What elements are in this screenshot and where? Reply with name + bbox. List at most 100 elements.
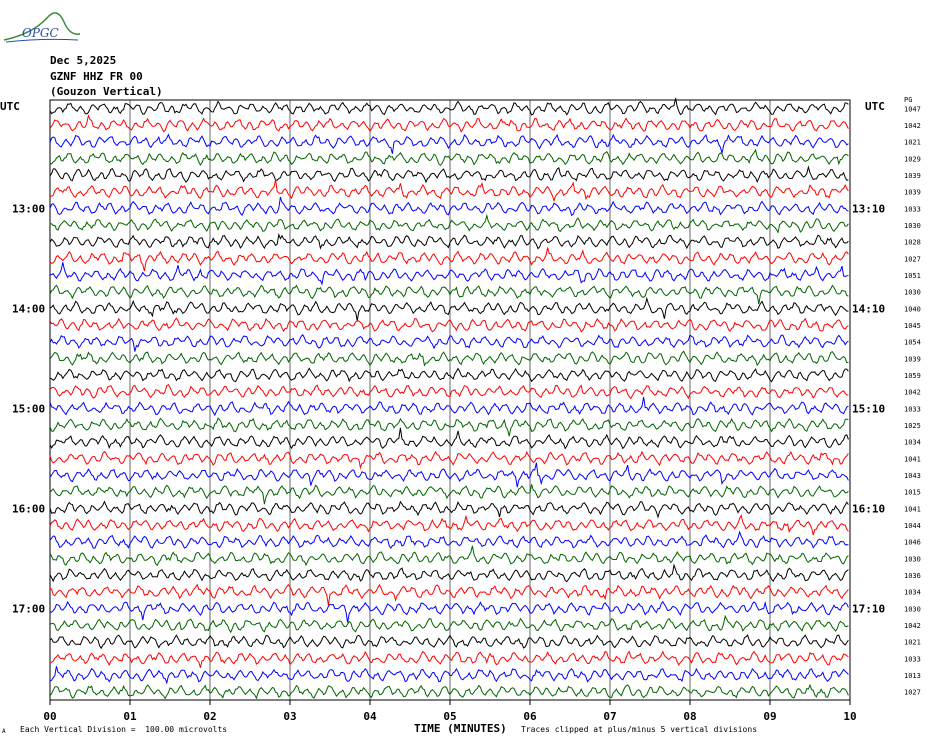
seismic-trace [49, 213, 849, 234]
trace-value-label: 1030 [904, 605, 921, 613]
trace-value-label: 1030 [904, 289, 921, 297]
seismic-trace [49, 500, 849, 519]
header-station: GZNF HHZ FR 00 [50, 70, 143, 83]
trace-value-label: 1045 [904, 322, 921, 330]
trace-value-label: 1034 [904, 439, 921, 447]
x-tick-label: 10 [843, 710, 856, 723]
x-tick-label: 09 [763, 710, 776, 723]
seismic-trace [49, 148, 849, 167]
x-tick-label: 01 [123, 710, 137, 723]
logo-text: OPGC [22, 26, 59, 40]
corner-mark: A [2, 728, 6, 735]
trace-value-label: 1021 [904, 639, 921, 647]
trace-value-label: 1042 [904, 122, 921, 130]
right-time-label: 14:10 [852, 302, 885, 315]
header-location: (Gouzon Vertical) [50, 85, 163, 98]
seismic-trace [49, 484, 849, 505]
trace-value-label: 1028 [904, 239, 921, 247]
seismic-trace [49, 530, 849, 550]
right-utc-label: UTC [865, 100, 885, 113]
trace-value-label: 1051 [904, 272, 921, 280]
trace-value-label: 1021 [904, 139, 921, 147]
trace-value-label: 1044 [904, 522, 921, 530]
trace-value-label: 1036 [904, 572, 921, 580]
header-date: Dec 5,2025 [50, 54, 117, 67]
x-axis-title: TIME (MINUTES) [414, 722, 507, 735]
division-note: Each Vertical Division = 100.00 microvol… [20, 725, 228, 734]
seismic-trace [49, 650, 849, 668]
seismic-trace [49, 600, 849, 623]
trace-value-label: 1015 [904, 489, 921, 497]
x-tick-label: 03 [283, 710, 296, 723]
right-column-header: PG [904, 96, 912, 104]
trace-value-label: 1040 [904, 305, 921, 313]
trace-value-label: 1029 [904, 155, 921, 163]
logo-curve-icon [3, 12, 81, 43]
seismic-trace [49, 367, 849, 383]
seismic-trace [49, 462, 849, 488]
trace-value-label: 1030 [904, 555, 921, 563]
seismic-trace [49, 514, 849, 536]
seismic-trace [49, 284, 849, 305]
trace-value-label: 1033 [904, 405, 921, 413]
x-tick-label: 08 [683, 710, 696, 723]
trace-value-label: 1027 [904, 689, 921, 697]
seismic-trace [49, 563, 849, 583]
trace-value-label: 1039 [904, 189, 921, 197]
seismic-trace [49, 333, 849, 352]
seismic-trace [49, 317, 849, 333]
trace-value-label: 1025 [904, 422, 921, 430]
seismic-trace [49, 179, 849, 203]
right-time-label: 15:10 [852, 402, 885, 415]
left-time-label: 14:00 [12, 302, 45, 315]
seismic-trace [49, 384, 849, 400]
trace-value-label: 1043 [904, 472, 921, 480]
left-time-label: 13:00 [12, 202, 45, 215]
seismic-trace [49, 232, 849, 250]
seismic-trace [49, 427, 849, 450]
trace-value-label: 1033 [904, 205, 921, 213]
left-time-label: 15:00 [12, 402, 45, 415]
seismic-trace [49, 545, 849, 567]
trace-value-label: 1042 [904, 622, 921, 630]
left-utc-label: UTC [0, 100, 20, 113]
trace-value-label: 1027 [904, 255, 921, 263]
x-tick-label: 05 [443, 710, 456, 723]
seismic-trace [49, 97, 849, 116]
trace-value-label: 1030 [904, 222, 921, 230]
x-tick-label: 04 [363, 710, 377, 723]
x-tick-label: 02 [203, 710, 216, 723]
seismic-trace [49, 296, 849, 321]
seismic-trace [49, 634, 849, 650]
seismic-trace [49, 397, 849, 417]
seismic-trace [49, 666, 849, 685]
trace-value-label: 1013 [904, 672, 921, 680]
trace-value-label: 1034 [904, 589, 921, 597]
seismic-trace [49, 247, 849, 272]
right-time-label: 16:10 [852, 502, 885, 515]
x-tick-label: 07 [603, 710, 616, 723]
clip-note: Traces clipped at plus/minus 5 vertical … [521, 725, 758, 734]
seismic-trace [49, 614, 849, 634]
seismic-trace [49, 683, 849, 700]
x-tick-label: 06 [523, 710, 537, 723]
trace-value-label: 1042 [904, 389, 921, 397]
trace-value-label: 1039 [904, 172, 921, 180]
right-time-label: 17:10 [852, 602, 885, 615]
seismic-trace [49, 350, 849, 367]
trace-value-label: 1047 [904, 105, 921, 113]
trace-value-label: 1054 [904, 339, 921, 347]
seismic-trace [49, 165, 849, 184]
trace-value-label: 1046 [904, 539, 921, 547]
seismic-trace [49, 417, 849, 437]
trace-value-label: 1059 [904, 372, 921, 380]
right-time-label: 13:10 [852, 202, 885, 215]
left-time-label: 16:00 [12, 502, 45, 515]
seismic-trace [49, 262, 849, 286]
x-tick-label: 00 [43, 710, 56, 723]
seismic-trace [49, 196, 849, 217]
trace-value-label: 1039 [904, 355, 921, 363]
seismic-trace [49, 583, 849, 606]
seismic-trace [49, 450, 849, 470]
